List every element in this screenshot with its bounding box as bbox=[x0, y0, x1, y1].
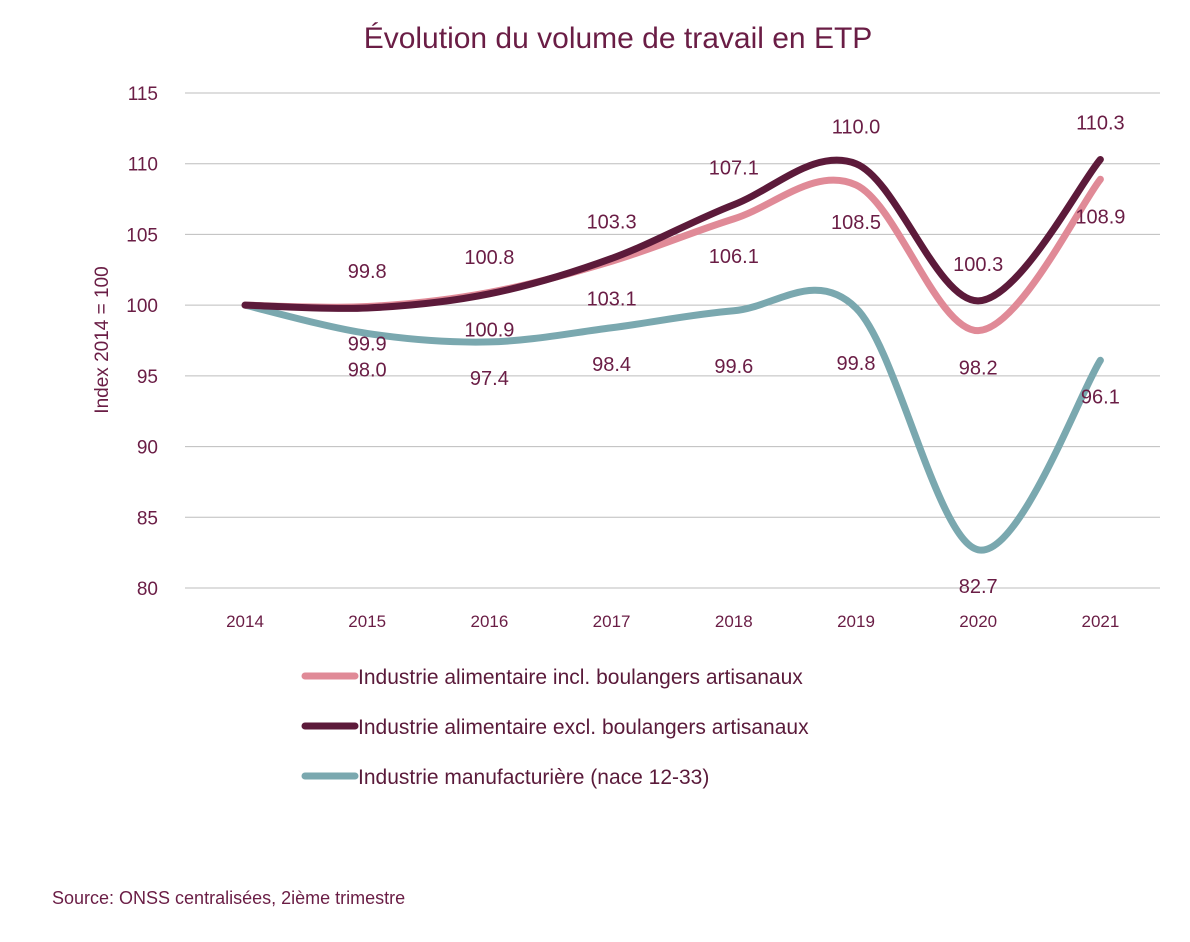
x-tick-label: 2016 bbox=[470, 612, 508, 631]
y-tick-label: 95 bbox=[137, 367, 158, 388]
data-label: 100.3 bbox=[953, 254, 1003, 276]
data-label: 99.8 bbox=[348, 261, 387, 283]
source-note: Source: ONSS centralisées, 2ième trimest… bbox=[52, 888, 405, 908]
data-label: 82.7 bbox=[959, 576, 998, 598]
data-label: 99.9 bbox=[348, 334, 387, 356]
data-label: 110.3 bbox=[1076, 112, 1125, 134]
y-axis-label: Index 2014 = 100 bbox=[92, 266, 113, 413]
x-tick-label: 2019 bbox=[837, 612, 875, 631]
legend-label: Industrie alimentaire incl. boulangers a… bbox=[358, 666, 803, 689]
x-tick-label: 2014 bbox=[226, 612, 264, 631]
x-tick-label: 2021 bbox=[1081, 612, 1119, 631]
data-label: 100.8 bbox=[464, 247, 514, 269]
data-label: 103.3 bbox=[587, 211, 637, 233]
data-label: 110.0 bbox=[832, 117, 881, 139]
x-tick-label: 2017 bbox=[593, 612, 631, 631]
data-label: 108.5 bbox=[831, 212, 881, 234]
data-label: 99.8 bbox=[837, 353, 876, 375]
y-tick-label: 110 bbox=[128, 155, 158, 176]
data-label: 106.1 bbox=[709, 246, 759, 268]
series-line bbox=[241, 286, 1104, 554]
data-label: 100.9 bbox=[464, 319, 514, 341]
y-tick-label: 100 bbox=[126, 296, 158, 317]
legend-label: Industrie manufacturière (nace 12-33) bbox=[358, 766, 709, 789]
data-label: 98.4 bbox=[592, 354, 631, 376]
data-label: 98.2 bbox=[959, 358, 998, 380]
chart-title: Évolution du volume de travail en ETP bbox=[364, 22, 873, 55]
y-tick-label: 85 bbox=[137, 508, 158, 529]
x-tick-label: 2018 bbox=[715, 612, 753, 631]
data-label: 108.9 bbox=[1075, 206, 1125, 228]
x-tick-label: 2020 bbox=[959, 612, 997, 631]
y-tick-label: 80 bbox=[137, 579, 158, 600]
y-tick-label: 90 bbox=[137, 438, 158, 459]
data-label: 107.1 bbox=[709, 158, 759, 180]
data-label: 98.0 bbox=[348, 359, 387, 381]
y-tick-label: 115 bbox=[128, 84, 158, 105]
series-line bbox=[241, 155, 1104, 312]
data-label: 96.1 bbox=[1081, 386, 1120, 408]
data-label: 97.4 bbox=[470, 368, 509, 390]
data-label: 99.6 bbox=[714, 356, 753, 378]
x-tick-label: 2015 bbox=[348, 612, 386, 631]
y-tick-label: 105 bbox=[126, 225, 158, 246]
data-label: 103.1 bbox=[587, 288, 637, 310]
legend-label: Industrie alimentaire excl. boulangers a… bbox=[358, 716, 809, 739]
